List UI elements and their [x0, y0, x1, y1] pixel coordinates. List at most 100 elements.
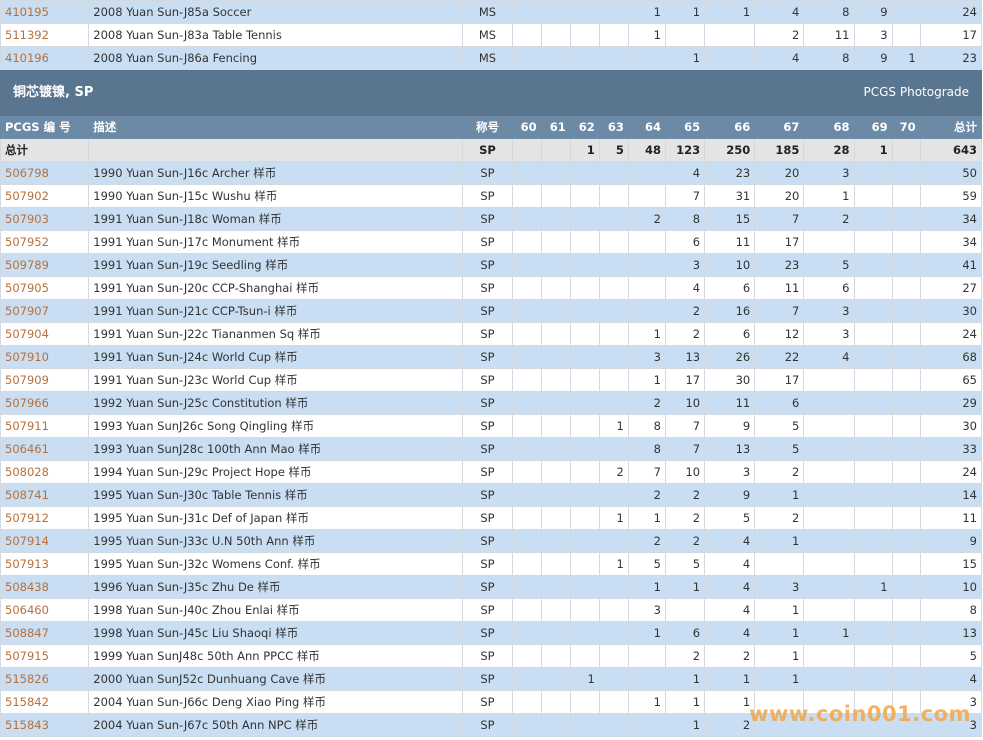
grade-count-cell [511, 713, 542, 737]
grade-count-cell: 2 [627, 529, 666, 553]
coin-description: 2008 Yuan Sun-J85a Soccer [88, 0, 464, 24]
grade-count-cell [853, 184, 893, 208]
grade-count-cell: 9 [704, 483, 756, 507]
total-designation: SP [462, 138, 513, 162]
row-total-cell: 59 [919, 184, 983, 208]
grade-count-cell [803, 713, 855, 737]
grade-count-cell [891, 529, 921, 553]
pcgs-number-link[interactable]: 507905 [5, 281, 49, 295]
pcgs-number-link[interactable]: 515826 [5, 672, 49, 686]
pcgs-number-link[interactable]: 507952 [5, 235, 49, 249]
grade-count-cell [891, 483, 921, 507]
pcgs-number-cell: 507903 [0, 207, 90, 231]
section-header-row: 铜芯镀镍, SP PCGS Photograde [0, 69, 982, 116]
grade-count-cell [627, 46, 666, 70]
table-row: 507905 1991 Yuan Sun-J20c CCP-Shanghai 样币… [0, 276, 983, 300]
pcgs-number-link[interactable]: 506460 [5, 603, 49, 617]
grade-count-cell [511, 46, 542, 70]
grade-count-cell [598, 575, 629, 599]
col-grade-64-header: 64 [627, 115, 666, 139]
grade-count-cell: 3 [853, 23, 893, 47]
pcgs-number-link[interactable]: 515843 [5, 718, 49, 732]
pcgs-number-link[interactable]: 410195 [5, 5, 49, 19]
grade-count-cell [803, 460, 855, 484]
coin-description: 1995 Yuan Sun-J32c Womens Conf. 样币 [88, 552, 464, 576]
grade-count-cell [540, 575, 571, 599]
grade-count-cell [853, 276, 893, 300]
grade-count-cell [803, 368, 855, 392]
grade-count-cell [569, 46, 600, 70]
grade-count-cell [598, 529, 629, 553]
designation-cell: SP [462, 460, 513, 484]
pcgs-number-link[interactable]: 507966 [5, 396, 49, 410]
grade-count-cell [511, 621, 542, 645]
grade-count-cell: 1 [754, 644, 805, 668]
grade-count-cell [540, 483, 571, 507]
pcgs-number-link[interactable]: 507915 [5, 649, 49, 663]
col-designation-header: 称号 [462, 115, 513, 139]
grade-count-cell: 1 [598, 506, 629, 530]
grade-count-cell [511, 230, 542, 254]
pcgs-number-link[interactable]: 507910 [5, 350, 49, 364]
grade-count-cell [598, 161, 629, 185]
pcgs-number-link[interactable]: 507909 [5, 373, 49, 387]
photograde-link[interactable]: PCGS Photograde [863, 85, 969, 99]
col-grade-62-header: 62 [569, 115, 600, 139]
designation-cell: SP [462, 529, 513, 553]
col-total-header: 总计 [919, 115, 983, 139]
pcgs-number-link[interactable]: 507902 [5, 189, 49, 203]
pcgs-number-cell: 506798 [0, 161, 90, 185]
grade-count-cell: 1 [627, 23, 666, 47]
row-total-cell: 4 [919, 667, 983, 691]
table-row: 507952 1991 Yuan Sun-J17c Monument 样币 SP 6 1… [0, 230, 983, 254]
grade-count-cell [853, 345, 893, 369]
coin-description: 1994 Yuan Sun-J29c Project Hope 样币 [88, 460, 464, 484]
designation-cell: SP [462, 184, 513, 208]
pcgs-number-link[interactable]: 507904 [5, 327, 49, 341]
designation-cell: SP [462, 368, 513, 392]
pcgs-number-link[interactable]: 507912 [5, 511, 49, 525]
pcgs-number-link[interactable]: 507903 [5, 212, 49, 226]
row-total-cell: 29 [919, 391, 983, 415]
grade-count-cell [853, 322, 893, 346]
grade-count-cell [511, 207, 542, 231]
coin-description: 1999 Yuan SunJ48c 50th Ann PPCC 样币 [88, 644, 464, 668]
grade-count-cell: 17 [754, 230, 805, 254]
grade-count-cell [569, 230, 600, 254]
pcgs-number-link[interactable]: 508438 [5, 580, 49, 594]
grade-count-cell: 1 [627, 506, 666, 530]
grade-count-cell: 1 [627, 690, 666, 714]
pcgs-number-cell: 506461 [0, 437, 90, 461]
grade-count-cell: 1 [754, 667, 805, 691]
pcgs-number-link[interactable]: 506798 [5, 166, 49, 180]
pcgs-number-link[interactable]: 509789 [5, 258, 49, 272]
pcgs-number-link[interactable]: 507914 [5, 534, 49, 548]
grade-count-cell [569, 253, 600, 277]
pcgs-number-cell: 507911 [0, 414, 90, 438]
grade-count-cell: 13 [664, 345, 706, 369]
pcgs-number-link[interactable]: 515842 [5, 695, 49, 709]
pcgs-number-link[interactable]: 506461 [5, 442, 49, 456]
grade-count-cell: 10 [704, 253, 756, 277]
pcgs-number-link[interactable]: 507911 [5, 419, 49, 433]
pcgs-number-link[interactable]: 507907 [5, 304, 49, 318]
pcgs-number-link[interactable]: 410196 [5, 51, 49, 65]
pcgs-number-cell: 508028 [0, 460, 90, 484]
pcgs-number-link[interactable]: 508741 [5, 488, 49, 502]
grade-count-cell: 4 [704, 598, 756, 622]
grade-count-cell [511, 414, 542, 438]
pcgs-number-link[interactable]: 511392 [5, 28, 49, 42]
grade-count-cell [511, 0, 542, 24]
pcgs-number-link[interactable]: 508028 [5, 465, 49, 479]
designation-cell: SP [462, 299, 513, 323]
pcgs-number-link[interactable]: 508847 [5, 626, 49, 640]
grade-count-cell: 10 [664, 460, 706, 484]
grade-count-cell [511, 345, 542, 369]
grade-count-cell: 1 [853, 575, 893, 599]
grade-count-cell [598, 46, 629, 70]
grade-count-cell [540, 667, 571, 691]
grade-count-cell [540, 437, 571, 461]
row-total-cell: 23 [919, 46, 983, 70]
pcgs-number-link[interactable]: 507913 [5, 557, 49, 571]
grade-count-cell [891, 230, 921, 254]
